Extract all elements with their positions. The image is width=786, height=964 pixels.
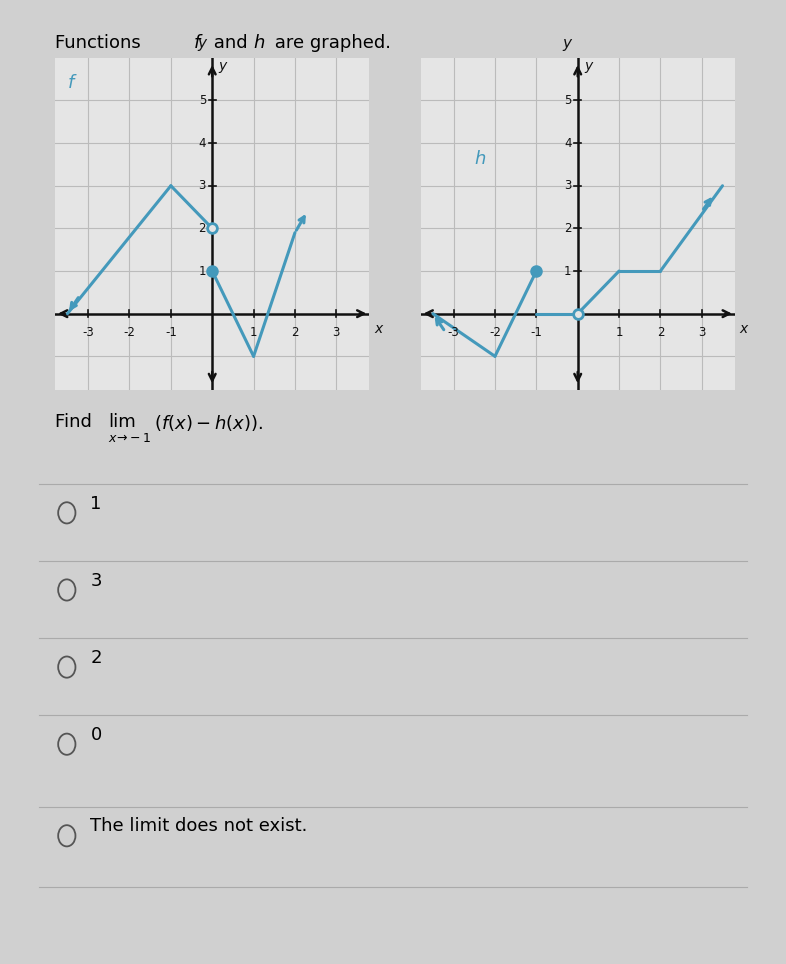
Text: -1: -1 bbox=[165, 326, 177, 338]
Text: 4: 4 bbox=[199, 137, 206, 149]
Text: 2: 2 bbox=[291, 326, 299, 338]
Text: $h$: $h$ bbox=[474, 150, 487, 169]
Text: $x$: $x$ bbox=[739, 322, 750, 335]
Text: -2: -2 bbox=[489, 326, 501, 338]
Text: 3: 3 bbox=[564, 179, 571, 192]
Text: $x\!\to\!-1$: $x\!\to\!-1$ bbox=[108, 432, 152, 444]
Text: are graphed.: are graphed. bbox=[269, 34, 391, 52]
Text: The limit does not exist.: The limit does not exist. bbox=[90, 817, 308, 836]
Text: $f$: $f$ bbox=[68, 73, 78, 92]
Text: 1: 1 bbox=[615, 326, 623, 338]
Text: -1: -1 bbox=[531, 326, 542, 338]
Text: -3: -3 bbox=[448, 326, 460, 338]
Text: $y$: $y$ bbox=[563, 37, 574, 53]
Text: 5: 5 bbox=[564, 94, 571, 107]
Text: 2: 2 bbox=[564, 222, 571, 235]
Text: 3: 3 bbox=[90, 572, 102, 590]
Text: -3: -3 bbox=[83, 326, 94, 338]
Text: $h$: $h$ bbox=[253, 34, 266, 52]
Text: Functions: Functions bbox=[55, 34, 146, 52]
Text: 1: 1 bbox=[564, 264, 571, 278]
Text: 1: 1 bbox=[250, 326, 257, 338]
Text: $(f(x) - h(x)).$: $(f(x) - h(x)).$ bbox=[154, 413, 263, 433]
Text: 4: 4 bbox=[564, 137, 571, 149]
Text: 2: 2 bbox=[199, 222, 206, 235]
Text: -2: -2 bbox=[123, 326, 135, 338]
Text: and: and bbox=[208, 34, 254, 52]
Text: $y$: $y$ bbox=[197, 37, 208, 53]
Text: Find: Find bbox=[55, 413, 97, 431]
Text: $x$: $x$ bbox=[373, 322, 384, 335]
Text: $y$: $y$ bbox=[219, 60, 230, 75]
Text: 1: 1 bbox=[199, 264, 206, 278]
Text: 5: 5 bbox=[199, 94, 206, 107]
Text: 3: 3 bbox=[332, 326, 340, 338]
Text: 2: 2 bbox=[656, 326, 664, 338]
Text: 0: 0 bbox=[90, 726, 101, 744]
Text: $f$: $f$ bbox=[193, 34, 203, 52]
Text: lim: lim bbox=[108, 413, 136, 431]
Text: 1: 1 bbox=[90, 495, 101, 513]
Text: $y$: $y$ bbox=[584, 60, 595, 75]
Text: 2: 2 bbox=[90, 649, 102, 667]
Text: 3: 3 bbox=[698, 326, 706, 338]
Text: 3: 3 bbox=[199, 179, 206, 192]
